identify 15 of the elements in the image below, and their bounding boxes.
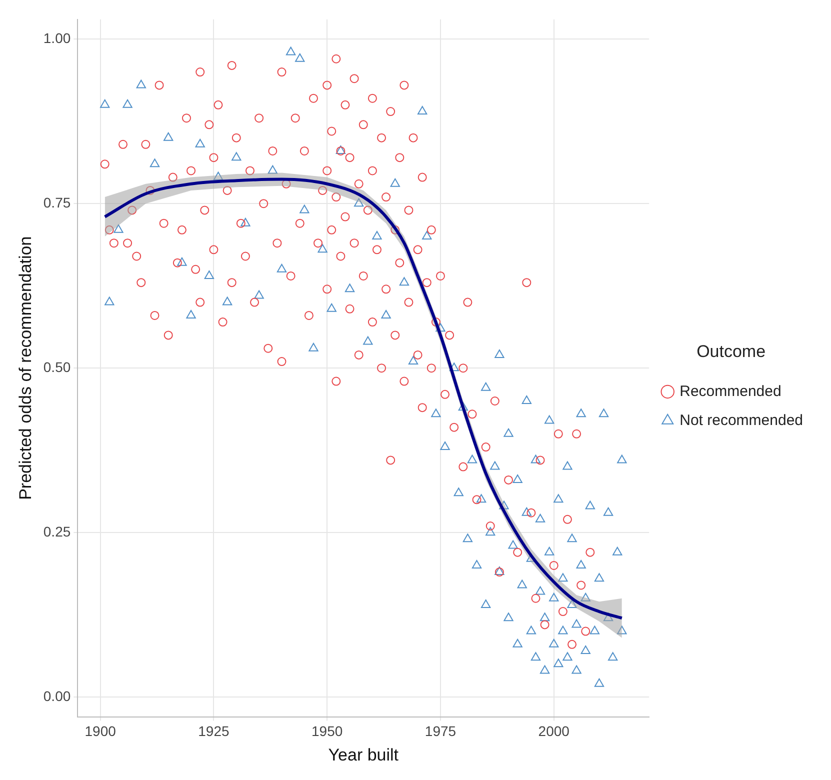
y-tick-label: 0.00 — [43, 688, 71, 704]
x-tick-label: 1925 — [198, 723, 230, 740]
y-tick-label: 1.00 — [43, 30, 71, 46]
y-axis-title: Predicted odds of recommendation — [16, 236, 35, 500]
y-tick-label: 0.50 — [43, 358, 71, 375]
x-tick-label: 1900 — [84, 723, 116, 740]
y-tick-label: 0.25 — [43, 523, 71, 540]
x-axis-title: Year built — [328, 745, 399, 764]
legend-label: Not recommended — [680, 412, 804, 429]
x-tick-label: 1975 — [424, 723, 456, 740]
x-tick-label: 1950 — [312, 723, 343, 740]
legend-title: Outcome — [696, 342, 766, 361]
legend-label: Recommended — [680, 382, 782, 400]
y-tick-label: 0.75 — [43, 194, 71, 210]
x-tick-label: 2000 — [538, 723, 570, 740]
